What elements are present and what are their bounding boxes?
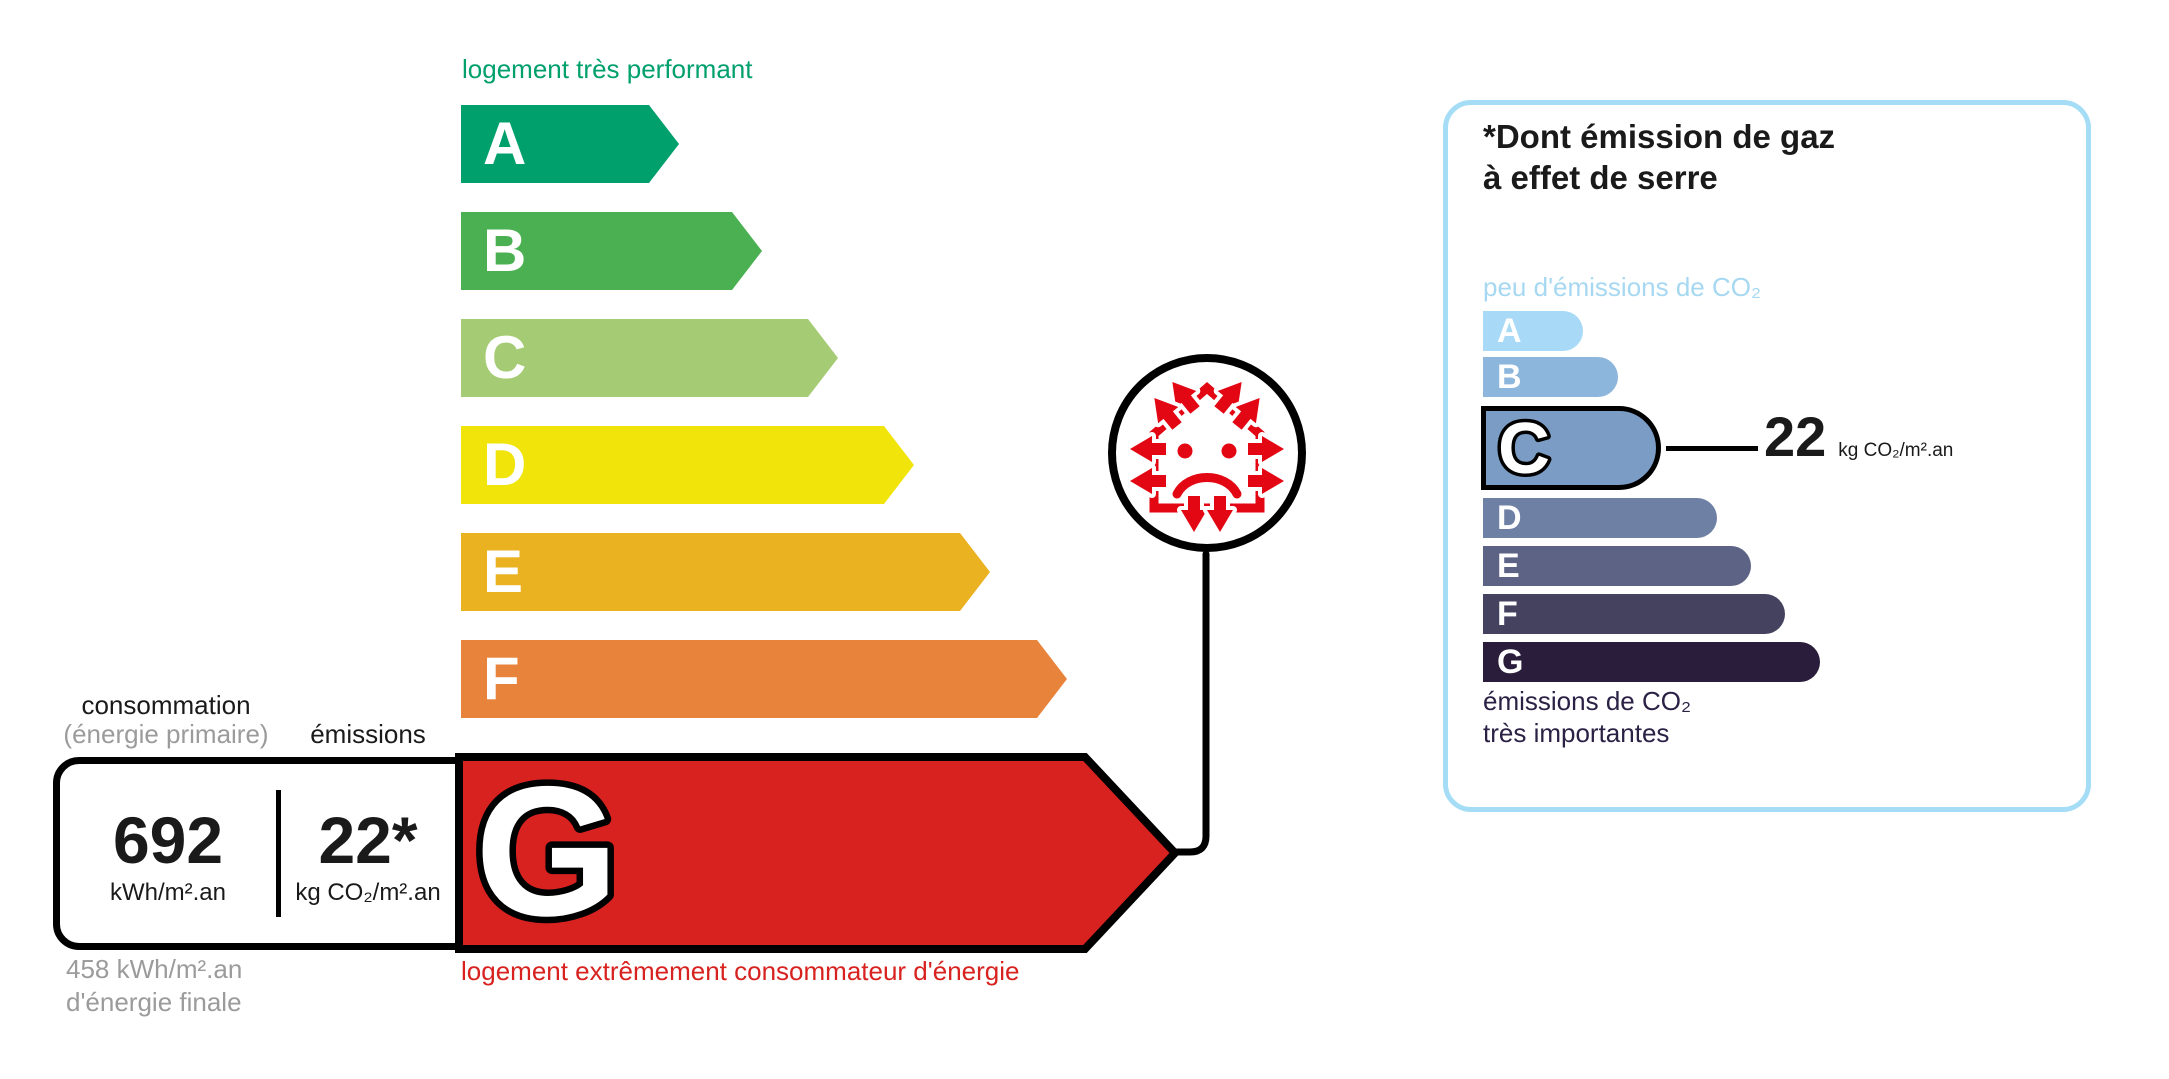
- co2-class-E-letter: E: [1497, 547, 1520, 585]
- rating-box-divider: [276, 790, 281, 917]
- consumption-label: consommation: [81, 690, 251, 720]
- consumption-column: 692 kWh/m².an: [60, 764, 276, 943]
- emissions-value: 22*: [318, 803, 418, 877]
- energy-class-F-letter: F: [483, 645, 520, 712]
- energy-scale-bottom-label: logement extrêmement consommateur d'éner…: [461, 956, 1020, 986]
- energy-scale-top-label: logement très performant: [462, 54, 753, 84]
- co2-panel-title-line2: à effet de serre: [1483, 159, 1718, 197]
- co2-value-unit: kg CO₂/m².an: [1838, 440, 1954, 461]
- co2-class-F-letter: F: [1497, 595, 1518, 633]
- emissions-unit: kg CO₂/m².an: [295, 878, 441, 906]
- final-energy-line2: d'énergie finale: [66, 986, 242, 1017]
- energy-class-B: B: [461, 212, 762, 290]
- co2-class-F: F: [1483, 594, 1785, 634]
- energy-class-G-letter: G: [475, 753, 619, 953]
- emissions-label: émissions: [310, 719, 426, 749]
- co2-bottom-label-line1: émissions de CO₂: [1483, 686, 1692, 716]
- energy-class-C: C: [461, 319, 838, 397]
- co2-class-C-highlight: C: [1481, 406, 1661, 493]
- final-energy-line1: 458 kWh/m².an: [66, 954, 243, 984]
- co2-top-label: peu d'émissions de CO₂: [1483, 272, 1762, 302]
- energy-class-A: A: [461, 105, 679, 183]
- co2-class-B-letter: B: [1497, 358, 1522, 396]
- co2-class-G: G: [1483, 642, 1820, 682]
- co2-class-E: E: [1483, 546, 1751, 586]
- co2-class-A: A: [1483, 311, 1583, 351]
- co2-class-A-letter: A: [1497, 312, 1522, 350]
- co2-bottom-label: émissions de CO₂ très importantes: [1483, 686, 1691, 749]
- co2-class-B: B: [1483, 357, 1618, 397]
- energy-class-E: E: [461, 533, 990, 611]
- energy-class-G-arrow: G: [455, 753, 1181, 953]
- co2-class-G-letter: G: [1497, 643, 1524, 681]
- house-frown: [1172, 473, 1242, 499]
- co2-panel-title: *Dont émission de gaz à effet de serre: [1483, 116, 1835, 199]
- emissions-column: 22* kg CO₂/m².an: [281, 764, 455, 943]
- co2-class-C-letter-svg: C: [1495, 406, 1554, 493]
- co2-panel-title-line1: *Dont émission de gaz: [1483, 118, 1836, 155]
- icon-connector-line: [1166, 550, 1210, 856]
- co2-value-row: 22 kg CO₂/m².an: [1764, 404, 1953, 469]
- co2-value: 22: [1764, 405, 1827, 468]
- energy-class-F: F: [461, 640, 1067, 718]
- co2-class-D-letter: D: [1497, 499, 1522, 537]
- energy-class-A-letter: A: [483, 110, 527, 177]
- consumption-value: 692: [112, 803, 224, 877]
- energy-class-C-letter: C: [483, 324, 527, 391]
- house-eye-right: [1221, 443, 1237, 459]
- co2-value-pointer-line: [1666, 446, 1758, 451]
- energy-class-E-letter: E: [483, 538, 524, 605]
- co2-class-D: D: [1483, 498, 1717, 538]
- consumption-unit: kWh/m².an: [109, 878, 226, 906]
- energy-class-B-letter: B: [483, 217, 527, 284]
- energy-class-D-letter: D: [483, 431, 527, 498]
- energy-class-D: D: [461, 426, 914, 504]
- rating-box: 692 kWh/m².an 22* kg CO₂/m².an: [53, 757, 462, 950]
- final-energy-note: 458 kWh/m².an d'énergie finale: [66, 953, 242, 1018]
- co2-bottom-label-line2: très importantes: [1483, 717, 1670, 748]
- primary-energy-sublabel: (énergie primaire): [63, 719, 269, 749]
- co2-class-C-letter: C: [1498, 411, 1550, 485]
- sad-house-icon: [1108, 354, 1306, 552]
- house-eye-left: [1177, 443, 1193, 459]
